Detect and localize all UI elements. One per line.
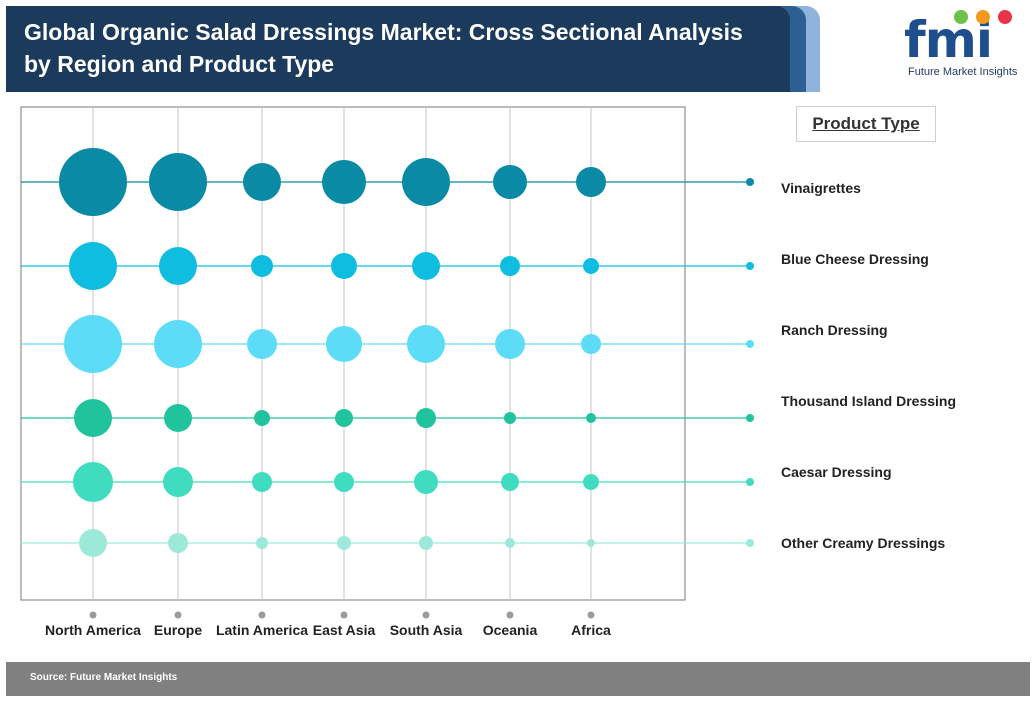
bubble-3-3 <box>335 409 353 427</box>
bubble-3-2 <box>254 410 270 426</box>
legend-markers <box>746 178 754 547</box>
bubble-4-4 <box>414 470 438 494</box>
bubble-4-5 <box>501 473 519 491</box>
x-marker-3 <box>340 611 348 619</box>
bubble-1-4 <box>412 252 440 280</box>
bubble-2-4 <box>407 325 445 363</box>
bubble-4-0 <box>73 462 113 502</box>
series-lines <box>21 181 750 544</box>
bubble-3-5 <box>504 412 516 424</box>
bubble-3-4 <box>416 408 436 428</box>
bubble-1-0 <box>69 242 117 290</box>
x-marker-6 <box>587 611 595 619</box>
bubble-5-4 <box>419 536 433 550</box>
x-label-3: East Asia <box>312 622 376 638</box>
bubble-2-6 <box>581 334 601 354</box>
legend-label-0: Vinaigrettes <box>781 180 861 196</box>
header-bar <box>6 6 790 92</box>
legend-title: Product Type <box>812 114 920 133</box>
legend-label-5: Other Creamy Dressings <box>781 535 946 551</box>
bubble-0-2 <box>243 163 281 201</box>
bubble-0-4 <box>402 158 450 206</box>
legend-marker-5 <box>746 539 754 547</box>
bubble-5-0 <box>79 529 107 557</box>
footer-bar: Source: Future Market Insights <box>6 662 1030 696</box>
legend-title-box: Product Type <box>796 106 936 142</box>
bubble-2-2 <box>247 329 277 359</box>
legend-marker-3 <box>746 414 754 422</box>
legend-label-3: Thousand Island Dressing <box>781 393 957 409</box>
bubble-5-1 <box>168 533 188 553</box>
legend-marker-0 <box>746 178 754 186</box>
logo-subtitle: Future Market Insights <box>908 66 1018 78</box>
bubble-5-3 <box>337 536 351 550</box>
x-marker-0 <box>89 611 97 619</box>
bubble-4-1 <box>163 467 193 497</box>
legend-marker-2 <box>746 340 754 348</box>
bubble-5-6 <box>587 539 595 547</box>
plot-frame <box>20 106 686 601</box>
bubble-0-3 <box>322 160 366 204</box>
bubble-4-2 <box>252 472 272 492</box>
bubble-1-1 <box>159 247 197 285</box>
bubble-2-0 <box>64 315 122 373</box>
bubble-0-6 <box>576 167 606 197</box>
fmi-logo: fmi Future Market Insights <box>904 8 1030 82</box>
bubble-4-6 <box>583 474 599 490</box>
legend-marker-4 <box>746 478 754 486</box>
bubble-0-5 <box>493 165 527 199</box>
legend-label-1: Blue Cheese Dressing <box>781 251 929 267</box>
bubble-1-2 <box>251 255 273 277</box>
bubbles <box>59 148 606 557</box>
x-label-4: South Asia <box>389 622 463 638</box>
bubble-3-6 <box>586 413 596 423</box>
bubble-1-5 <box>500 256 520 276</box>
bubble-2-3 <box>326 326 362 362</box>
x-label-2: Latin America <box>215 622 309 638</box>
bubble-1-6 <box>583 258 599 274</box>
chart-title: Global Organic Salad Dressings Market: C… <box>24 19 743 77</box>
bubble-3-0 <box>74 399 112 437</box>
x-marker-1 <box>174 611 182 619</box>
bubble-2-1 <box>154 320 202 368</box>
legend-label-4: Caesar Dressing <box>781 464 892 480</box>
x-label-5: Oceania <box>482 622 538 638</box>
bubble-0-0 <box>59 148 127 216</box>
x-label-1: Europe <box>153 622 203 638</box>
legend-label-2: Ranch Dressing <box>781 322 888 338</box>
x-marker-4 <box>422 611 430 619</box>
logo-dot-green <box>954 10 968 24</box>
bubble-5-2 <box>256 537 268 549</box>
logo-dot-red <box>998 10 1012 24</box>
legend-marker-1 <box>746 262 754 270</box>
bubble-1-3 <box>331 253 357 279</box>
x-marker-2 <box>258 611 266 619</box>
bubble-4-3 <box>334 472 354 492</box>
x-label-6: Africa <box>571 622 611 638</box>
x-marker-5 <box>506 611 514 619</box>
x-label-0: North America <box>45 622 141 638</box>
bubble-5-5 <box>505 538 515 548</box>
x-axis-markers <box>89 611 595 619</box>
bubble-0-1 <box>149 153 207 211</box>
bubble-2-5 <box>495 329 525 359</box>
bubble-3-1 <box>164 404 192 432</box>
source-text: Source: Future Market Insights <box>30 672 178 683</box>
logo-dot-orange <box>976 10 990 24</box>
